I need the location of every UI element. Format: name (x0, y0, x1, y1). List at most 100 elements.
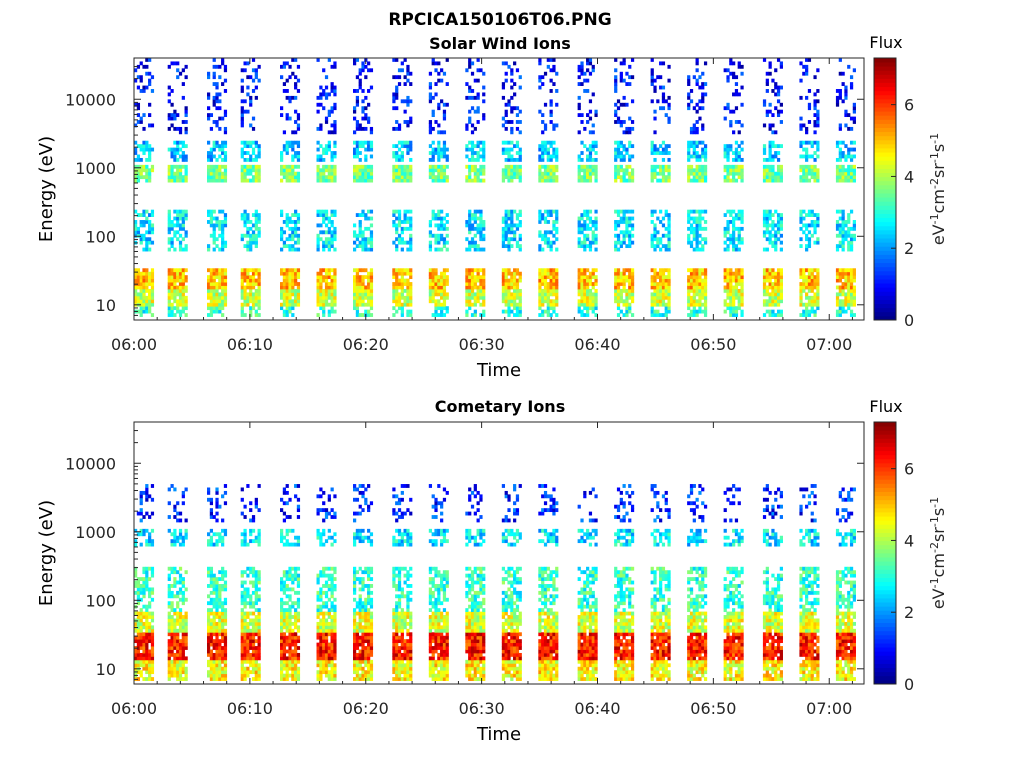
heatmap-cell (698, 220, 702, 224)
heatmap-cell (330, 154, 334, 159)
heatmap-cell (392, 288, 396, 293)
heatmap-cell (776, 309, 781, 314)
heatmap-cell (473, 278, 477, 283)
heatmap-cell (546, 209, 550, 214)
heatmap-cell (358, 313, 362, 317)
heatmap-cell (482, 168, 486, 173)
heatmap-cell (835, 223, 840, 228)
heatmap-cell (170, 306, 174, 311)
heatmap-cell (150, 573, 155, 578)
heatmap-cell (240, 237, 244, 242)
heatmap-cell (431, 216, 435, 221)
heatmap-cell (215, 268, 219, 273)
heatmap-cell (703, 268, 708, 273)
heatmap-cell (661, 164, 666, 169)
heatmap-cell (619, 244, 623, 249)
heatmap-cell (692, 175, 696, 180)
heatmap-cell (799, 140, 803, 145)
heatmap-cell (501, 233, 506, 238)
heatmap-cell (622, 102, 626, 107)
heatmap-cell (223, 144, 228, 149)
heatmap-cell (594, 302, 598, 307)
heatmap-cell (476, 209, 480, 214)
heatmap-cell (397, 75, 402, 80)
heatmap-cell (650, 58, 654, 62)
heatmap-cell (215, 164, 219, 169)
heatmap-cell (434, 233, 438, 238)
heatmap-cell (841, 226, 845, 231)
heatmap-cell (280, 75, 284, 80)
heatmap-cell (397, 240, 402, 245)
heatmap-cell (518, 154, 522, 159)
heatmap-cell (361, 106, 365, 111)
heatmap-cell (395, 157, 399, 162)
heatmap-cell (659, 61, 663, 66)
heatmap-cell (397, 306, 402, 311)
heatmap-cell (148, 566, 152, 571)
heatmap-cell (288, 233, 292, 238)
heatmap-cell (661, 223, 666, 228)
heatmap-cell (723, 106, 727, 111)
heatmap-cell (240, 171, 244, 176)
colorbar-segment (874, 266, 896, 272)
heatmap-cell (353, 295, 357, 300)
heatmap-cell (139, 75, 143, 80)
heatmap-cell (656, 244, 660, 249)
heatmap-cell (625, 278, 629, 283)
heatmap-cell (440, 164, 444, 169)
heatmap-cell (367, 89, 371, 93)
heatmap-cell (178, 126, 183, 131)
heatmap-cell (650, 285, 654, 290)
colorbar-segment (874, 258, 896, 264)
heatmap-cell (437, 247, 441, 252)
heatmap-cell (136, 611, 141, 616)
heatmap-cell (148, 82, 152, 86)
heatmap-cell (737, 237, 741, 242)
heatmap-cell (221, 278, 225, 283)
heatmap-cell (810, 168, 814, 173)
heatmap-cell (324, 92, 329, 97)
heatmap-cell (330, 164, 334, 169)
heatmap-cell (622, 282, 626, 286)
heatmap-cell (431, 213, 435, 217)
heatmap-cell (249, 75, 253, 80)
heatmap-cell (473, 78, 477, 83)
heatmap-cell (515, 106, 520, 111)
heatmap-cell (207, 92, 211, 97)
heatmap-cell (543, 123, 548, 128)
heatmap-cell (479, 164, 483, 169)
heatmap-cell (367, 171, 371, 176)
heatmap-cell (625, 295, 629, 300)
heatmap-cell (513, 288, 517, 293)
heatmap-cell (145, 666, 149, 671)
heatmap-cell (369, 68, 374, 73)
heatmap-cell (541, 282, 545, 286)
heatmap-cell (813, 292, 817, 297)
heatmap-cell (482, 309, 486, 314)
heatmap-cell (732, 285, 736, 290)
heatmap-cell (549, 78, 553, 83)
heatmap-cell (510, 302, 514, 307)
heatmap-cell (207, 209, 211, 214)
heatmap-cell (403, 168, 407, 173)
heatmap-cell (577, 164, 581, 169)
heatmap-cell (257, 268, 261, 273)
heatmap-cell (774, 302, 778, 307)
heatmap-cell (588, 171, 593, 176)
heatmap-cell (445, 82, 449, 86)
heatmap-cell (701, 285, 705, 290)
heatmap-cell (732, 237, 736, 242)
heatmap-cell (594, 144, 598, 149)
heatmap-cell (543, 71, 548, 76)
heatmap-cell (701, 147, 705, 152)
heatmap-cell (625, 82, 629, 86)
heatmap-cell (518, 157, 522, 162)
heatmap-cell (835, 144, 840, 149)
heatmap-cell (841, 178, 845, 183)
heatmap-cell (659, 151, 663, 155)
heatmap-cell (807, 106, 812, 111)
heatmap-cell (650, 306, 654, 311)
heatmap-cell (358, 302, 362, 307)
heatmap-cell (330, 130, 334, 135)
heatmap-cell (251, 147, 256, 152)
